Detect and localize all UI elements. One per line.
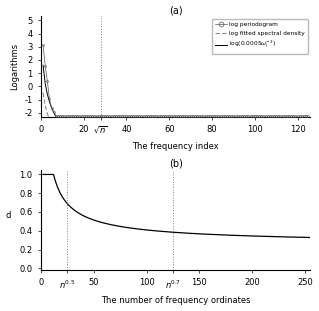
Legend: log periodogram, log fitted spectral density, $\log(0.0005\omega_j^{-2})$: log periodogram, log fitted spectral den… — [212, 19, 308, 54]
X-axis label: The frequency index: The frequency index — [132, 142, 219, 151]
Title: (a): (a) — [169, 6, 182, 16]
X-axis label: The number of frequency ordinates: The number of frequency ordinates — [101, 296, 250, 305]
Title: (b): (b) — [169, 159, 182, 169]
Y-axis label: d: d — [5, 211, 11, 220]
Y-axis label: Logarithms: Logarithms — [10, 43, 19, 90]
